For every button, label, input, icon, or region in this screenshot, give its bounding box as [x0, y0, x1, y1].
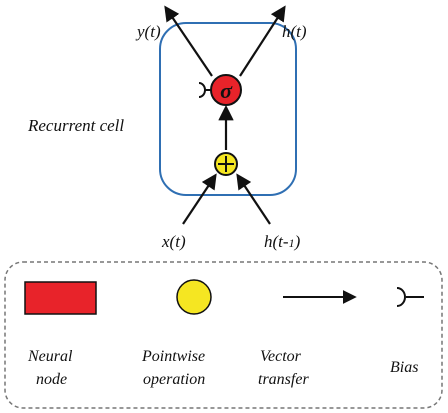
recurrent-cell-label: Recurrent cell — [27, 116, 124, 135]
recurrent-cell-box — [159, 22, 297, 196]
legend-label-neural-node: Neural — [27, 348, 73, 365]
output-arrow-y — [164, 5, 213, 77]
bias-bracket-icon — [396, 287, 424, 307]
input-label-h-prev: h(t-1) — [264, 232, 301, 251]
red-rectangle-icon — [24, 281, 97, 315]
output-label-h: h(t) — [282, 22, 307, 41]
legend-label-vector: Vector — [260, 348, 302, 365]
input-arrow-h-prev — [236, 173, 271, 225]
output-label-y: y(t) — [135, 22, 161, 41]
legend-box — [4, 261, 443, 409]
legend-label-vector-line2: transfer — [258, 371, 309, 388]
bias-icon — [198, 82, 211, 98]
legend-label-pointwise-line2: operation — [143, 371, 205, 388]
input-arrow-x — [182, 173, 217, 225]
sigma-symbol: σ — [220, 78, 233, 103]
legend-label-bias: Bias — [390, 359, 418, 376]
legend-label-pointwise: Pointwise — [141, 348, 205, 365]
legend-label-neural-node-line2: node — [36, 371, 67, 388]
output-arrow-h — [239, 5, 286, 77]
yellow-circle-icon — [176, 279, 212, 315]
input-label-x: x(t) — [161, 232, 186, 251]
